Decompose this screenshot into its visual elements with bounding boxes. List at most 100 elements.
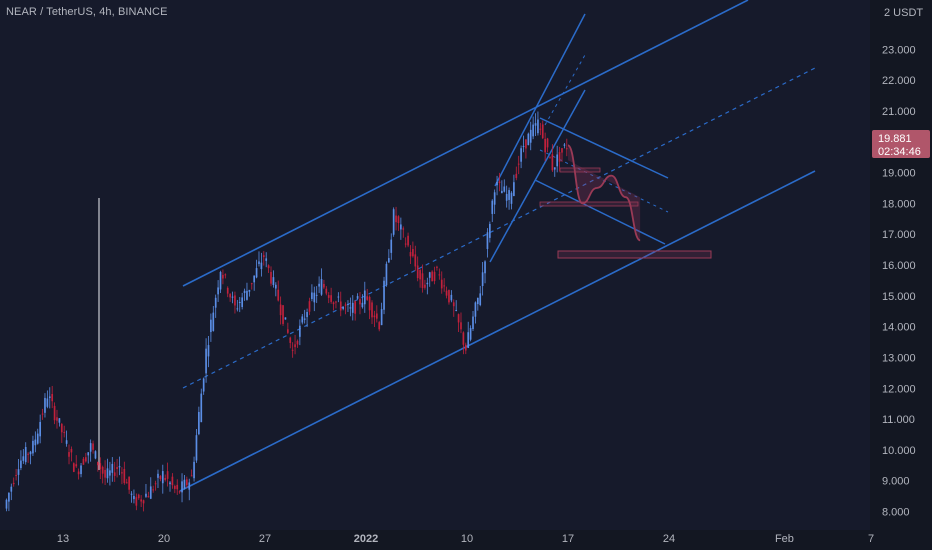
candle-body[interactable] bbox=[294, 344, 296, 348]
channel-upper-line[interactable] bbox=[182, 0, 749, 287]
support-zone-box[interactable] bbox=[559, 167, 601, 173]
candle-body[interactable] bbox=[171, 476, 174, 486]
candle-body[interactable] bbox=[12, 482, 15, 485]
candle-body[interactable] bbox=[17, 469, 20, 475]
candle-body[interactable] bbox=[80, 465, 82, 475]
candle-body[interactable] bbox=[412, 248, 414, 257]
candle-body[interactable] bbox=[94, 451, 97, 459]
candle-body[interactable] bbox=[327, 295, 330, 298]
candle-body[interactable] bbox=[41, 413, 44, 415]
candle-body[interactable] bbox=[544, 138, 546, 153]
candle-body[interactable] bbox=[287, 329, 289, 333]
candle-body[interactable] bbox=[311, 292, 313, 299]
candle-body[interactable] bbox=[553, 167, 556, 170]
candle-body[interactable] bbox=[431, 271, 433, 282]
candle-body[interactable] bbox=[210, 319, 212, 333]
candle-body[interactable] bbox=[460, 322, 462, 330]
candle-body[interactable] bbox=[44, 397, 46, 413]
candle-body[interactable] bbox=[24, 447, 27, 463]
candle-body[interactable] bbox=[323, 283, 325, 288]
candle-body[interactable] bbox=[274, 284, 277, 289]
candle-body[interactable] bbox=[551, 154, 554, 171]
candle-body[interactable] bbox=[92, 443, 94, 450]
candle-body[interactable] bbox=[34, 439, 37, 446]
candle-body[interactable] bbox=[371, 302, 373, 318]
candle-body[interactable] bbox=[397, 216, 400, 224]
candle-body[interactable] bbox=[116, 467, 118, 470]
candle-body[interactable] bbox=[565, 148, 568, 150]
candle-body[interactable] bbox=[149, 486, 152, 499]
candle-body[interactable] bbox=[373, 315, 376, 318]
candle-body[interactable] bbox=[356, 296, 359, 299]
candle-body[interactable] bbox=[489, 223, 491, 238]
candle-body[interactable] bbox=[354, 301, 357, 314]
candle-body[interactable] bbox=[72, 463, 75, 472]
candle-body[interactable] bbox=[63, 432, 66, 434]
candle-body[interactable] bbox=[409, 252, 412, 257]
candle-body[interactable] bbox=[265, 258, 268, 261]
candle-body[interactable] bbox=[85, 457, 87, 462]
candle-body[interactable] bbox=[440, 279, 443, 289]
candle-body[interactable] bbox=[202, 378, 205, 392]
price-axis[interactable]: 2 USDT 8.000 9.000 10.000 11.000 12.000 13.000… bbox=[870, 0, 932, 530]
candle-body[interactable] bbox=[250, 283, 253, 285]
candle-body[interactable] bbox=[130, 493, 133, 495]
candlestick-series[interactable] bbox=[5, 111, 568, 512]
projection-line[interactable] bbox=[567, 144, 642, 242]
candle-body[interactable] bbox=[70, 448, 73, 453]
candle-body[interactable] bbox=[176, 484, 179, 490]
candle-body[interactable] bbox=[188, 482, 191, 490]
candle-body[interactable] bbox=[277, 289, 280, 301]
candle-body[interactable] bbox=[527, 133, 530, 146]
descending-channel-upper-line[interactable] bbox=[539, 117, 669, 179]
candle-body[interactable] bbox=[513, 182, 515, 197]
candle-body[interactable] bbox=[320, 279, 323, 295]
candle-body[interactable] bbox=[99, 463, 102, 470]
candle-body[interactable] bbox=[385, 263, 388, 286]
candle-body[interactable] bbox=[380, 309, 383, 326]
candle-body[interactable] bbox=[400, 224, 402, 230]
candle-body[interactable] bbox=[306, 311, 308, 318]
candle-body[interactable] bbox=[260, 262, 263, 270]
candle-body[interactable] bbox=[472, 316, 474, 330]
candle-body[interactable] bbox=[58, 418, 61, 423]
candle-body[interactable] bbox=[443, 285, 445, 287]
candle-body[interactable] bbox=[36, 433, 39, 444]
candle-body[interactable] bbox=[106, 468, 109, 479]
candle-body[interactable] bbox=[53, 405, 56, 421]
candle-body[interactable] bbox=[159, 476, 162, 479]
candle-body[interactable] bbox=[318, 283, 320, 287]
candle-body[interactable] bbox=[29, 451, 32, 455]
candle-body[interactable] bbox=[503, 186, 506, 192]
candle-body[interactable] bbox=[255, 268, 258, 278]
candle-body[interactable] bbox=[5, 499, 8, 509]
candle-body[interactable] bbox=[452, 302, 455, 307]
candle-body[interactable] bbox=[200, 393, 203, 423]
candle-body[interactable] bbox=[419, 270, 421, 280]
candle-body[interactable] bbox=[464, 344, 467, 351]
candle-body[interactable] bbox=[22, 456, 25, 461]
candle-body[interactable] bbox=[428, 272, 431, 278]
rising-wedge-lower-line[interactable] bbox=[489, 89, 586, 263]
candle-body[interactable] bbox=[299, 325, 301, 337]
candle-body[interactable] bbox=[539, 128, 542, 130]
candle-body[interactable] bbox=[125, 482, 128, 484]
candle-body[interactable] bbox=[195, 435, 198, 461]
candle-body[interactable] bbox=[229, 294, 231, 298]
candle-body[interactable] bbox=[363, 290, 366, 305]
candle-body[interactable] bbox=[166, 471, 169, 479]
candle-body[interactable] bbox=[404, 243, 407, 245]
candle-body[interactable] bbox=[505, 193, 508, 201]
candle-body[interactable] bbox=[351, 302, 354, 313]
candle-body[interactable] bbox=[484, 261, 486, 274]
candle-body[interactable] bbox=[109, 470, 111, 476]
candle-body[interactable] bbox=[525, 139, 527, 149]
candle-body[interactable] bbox=[563, 144, 566, 146]
candle-body[interactable] bbox=[445, 290, 448, 296]
candle-body[interactable] bbox=[342, 306, 344, 309]
candle-body[interactable] bbox=[236, 308, 239, 310]
candle-body[interactable] bbox=[212, 312, 215, 331]
candle-body[interactable] bbox=[205, 348, 207, 374]
candle-body[interactable] bbox=[75, 464, 78, 467]
